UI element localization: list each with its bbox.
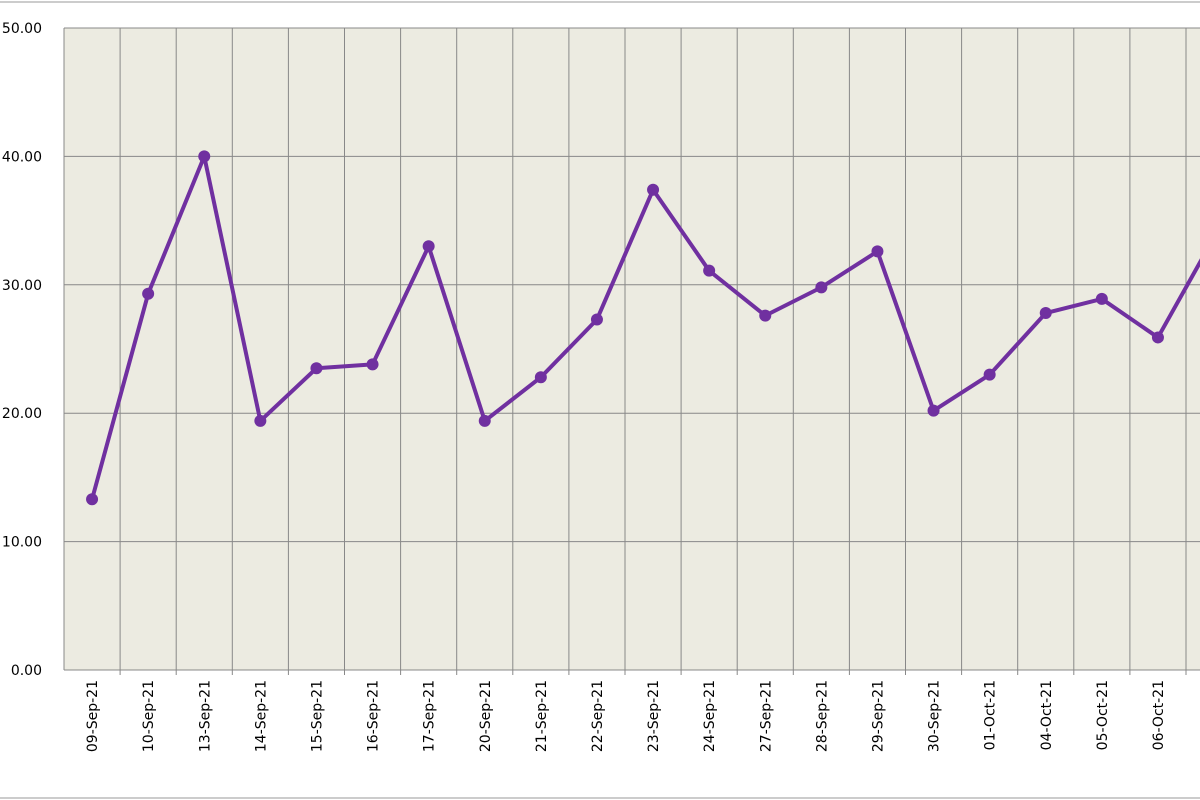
y-tick-label: 20.00 bbox=[2, 406, 42, 422]
plot-area bbox=[64, 28, 1200, 670]
point bbox=[478, 414, 491, 427]
x-tick-label: 29-Sep-21 bbox=[870, 680, 886, 752]
point bbox=[310, 362, 323, 375]
point bbox=[366, 358, 379, 371]
x-tick-label: 13-Sep-21 bbox=[197, 680, 213, 752]
point bbox=[590, 313, 603, 326]
x-tick-label: 09-Sep-21 bbox=[85, 680, 101, 752]
x-tick-label: 21-Sep-21 bbox=[534, 680, 550, 752]
x-tick-label: 05-Oct-21 bbox=[1095, 680, 1111, 750]
point bbox=[927, 404, 940, 417]
x-tick-label: 10-Sep-21 bbox=[141, 680, 157, 752]
point bbox=[759, 309, 772, 322]
x-tick-label: 20-Sep-21 bbox=[478, 680, 494, 752]
x-tick-label: 06-Oct-21 bbox=[1151, 680, 1167, 750]
point bbox=[647, 183, 660, 196]
point bbox=[1039, 307, 1052, 320]
point bbox=[422, 240, 435, 253]
x-tick-label: 04-Oct-21 bbox=[1039, 680, 1055, 750]
point bbox=[198, 150, 211, 163]
x-tick-label: 15-Sep-21 bbox=[309, 680, 325, 752]
point bbox=[1095, 292, 1108, 305]
x-tick-label: 23-Sep-21 bbox=[646, 680, 662, 752]
y-tick-label: 30.00 bbox=[2, 278, 42, 294]
point bbox=[1151, 331, 1164, 344]
point bbox=[534, 371, 547, 384]
x-tick-label: 16-Sep-21 bbox=[366, 680, 382, 752]
y-tick-label: 10.00 bbox=[2, 535, 42, 551]
x-tick-label: 24-Sep-21 bbox=[702, 680, 718, 752]
y-tick-label: 0.00 bbox=[11, 663, 42, 679]
y-tick-label: 50.00 bbox=[2, 21, 42, 37]
x-tick-label: 28-Sep-21 bbox=[814, 680, 830, 752]
x-tick-label: 14-Sep-21 bbox=[253, 680, 269, 752]
x-tick-label: 27-Sep-21 bbox=[758, 680, 774, 752]
point bbox=[871, 245, 884, 258]
y-tick-label: 40.00 bbox=[2, 149, 42, 165]
point bbox=[815, 281, 828, 294]
x-tick-label: 01-Oct-21 bbox=[983, 680, 999, 750]
point bbox=[142, 287, 155, 300]
point bbox=[703, 264, 716, 277]
point bbox=[86, 493, 99, 506]
x-tick-label: 22-Sep-21 bbox=[590, 680, 606, 752]
x-tick-label: 17-Sep-21 bbox=[422, 680, 438, 752]
point bbox=[983, 368, 996, 381]
point bbox=[254, 414, 267, 427]
x-tick-label: 30-Sep-21 bbox=[927, 680, 943, 752]
